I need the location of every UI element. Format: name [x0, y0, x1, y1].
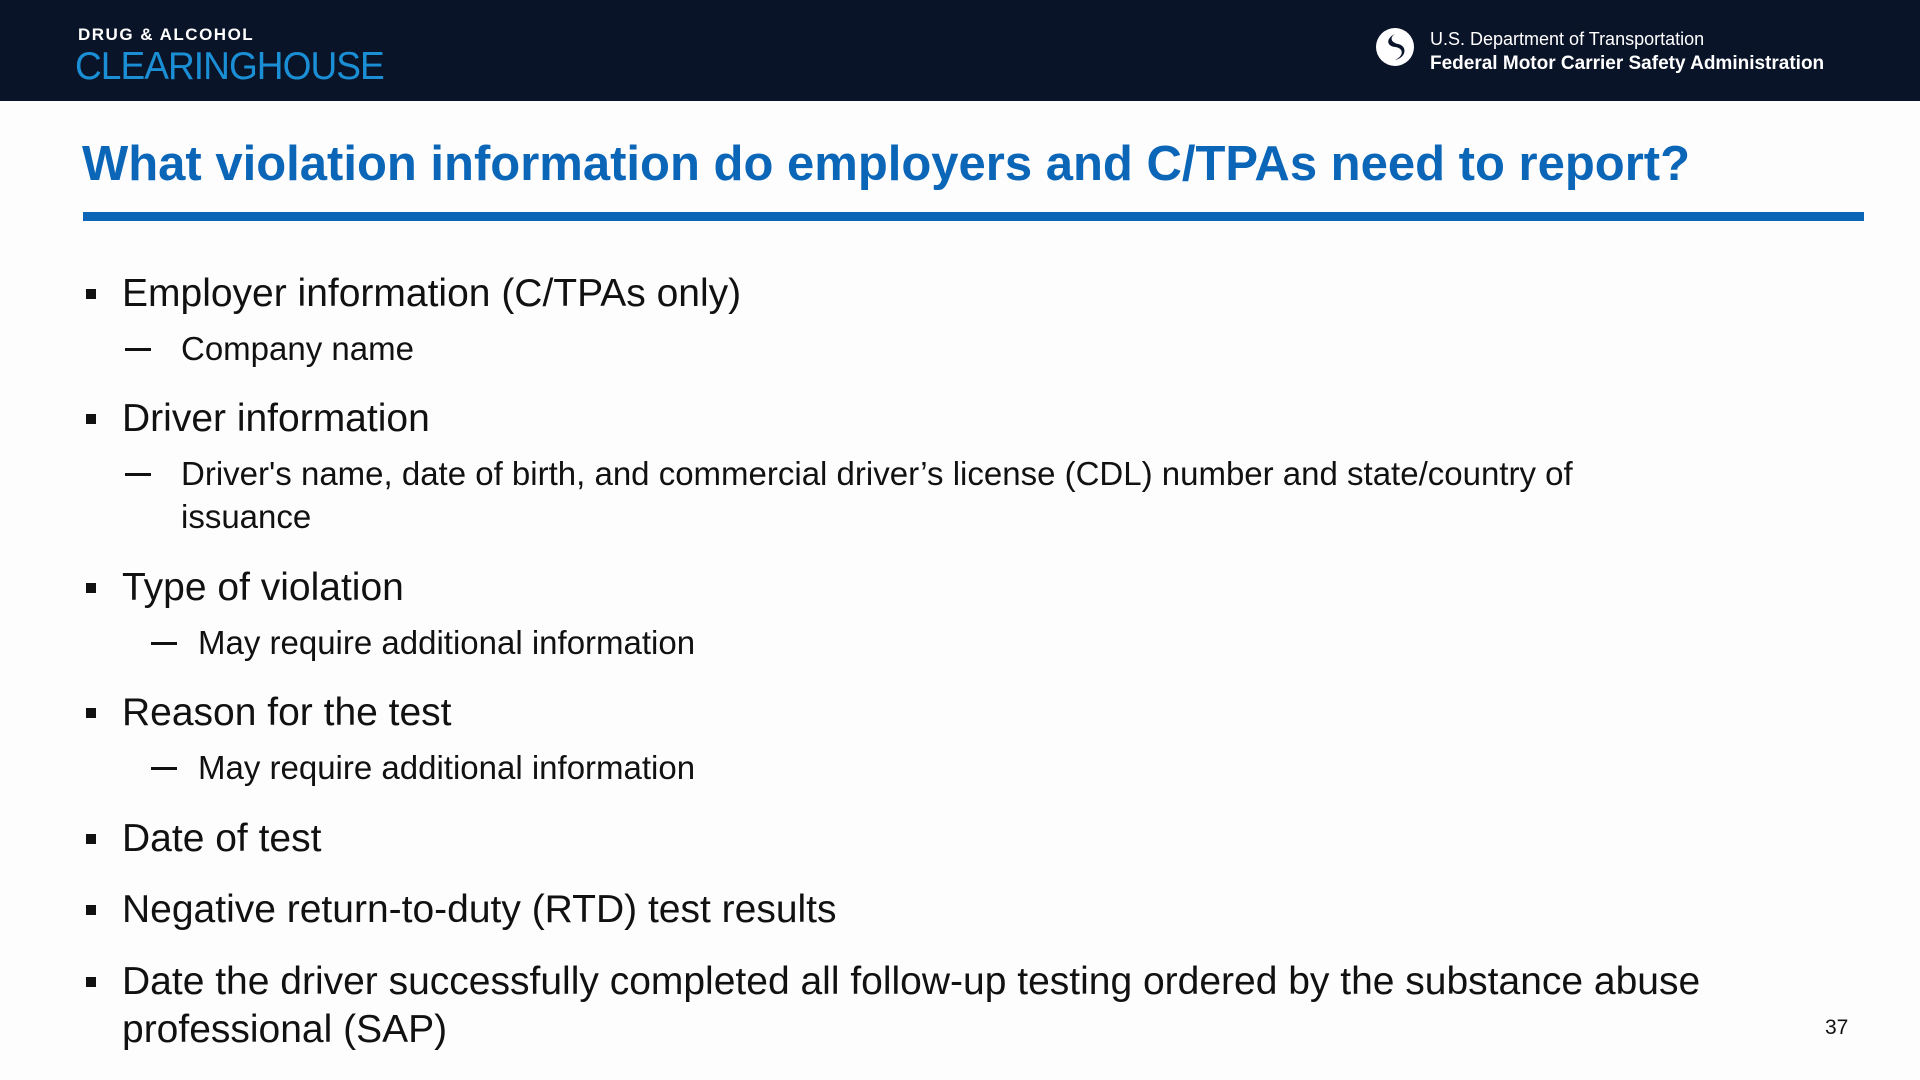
header-bar: DRUG & ALCOHOL CLEARINGHOUSE U.S. Depart…	[0, 0, 1920, 101]
bullet-item: Reason for the test	[122, 691, 452, 734]
title-rule	[83, 212, 1864, 221]
bullet-item: Date of test	[122, 817, 322, 860]
sub-item: Driver's name, date of birth, and commer…	[181, 455, 1573, 492]
bullet-item-continued: professional (SAP)	[122, 1008, 448, 1051]
bullet-icon	[86, 289, 96, 299]
bullet-icon	[86, 834, 96, 844]
bullet-item: Employer information (C/TPAs only)	[122, 272, 742, 315]
dash-icon	[151, 642, 177, 645]
dash-icon	[151, 767, 177, 770]
dash-icon	[125, 473, 151, 476]
bullet-item: Date the driver successfully completed a…	[122, 960, 1701, 1003]
sub-item: May require additional information	[198, 749, 696, 786]
bullet-item: Negative return-to-duty (RTD) test resul…	[122, 888, 837, 931]
bullet-icon	[86, 583, 96, 593]
sub-item: May require additional information	[198, 624, 696, 661]
bullet-item: Driver information	[122, 397, 430, 440]
bullet-item: Type of violation	[122, 566, 404, 609]
dash-icon	[125, 348, 151, 351]
logo-top-text: DRUG & ALCOHOL	[78, 25, 255, 44]
bullet-icon	[86, 977, 96, 987]
dot-logo-icon	[1376, 28, 1414, 66]
logo-main-text: CLEARINGHOUSE	[75, 45, 385, 88]
agency-line-2: Federal Motor Carrier Safety Administrat…	[1430, 53, 1825, 74]
bullet-icon	[86, 905, 96, 915]
sub-item-continued: issuance	[181, 498, 312, 535]
bullet-icon	[86, 414, 96, 424]
sub-item: Company name	[181, 330, 414, 367]
agency-line-1: U.S. Department of Transportation	[1430, 29, 1705, 49]
bullet-icon	[86, 708, 96, 718]
page-number: 37	[1825, 1016, 1849, 1039]
slide-title: What violation information do employers …	[82, 137, 1691, 191]
